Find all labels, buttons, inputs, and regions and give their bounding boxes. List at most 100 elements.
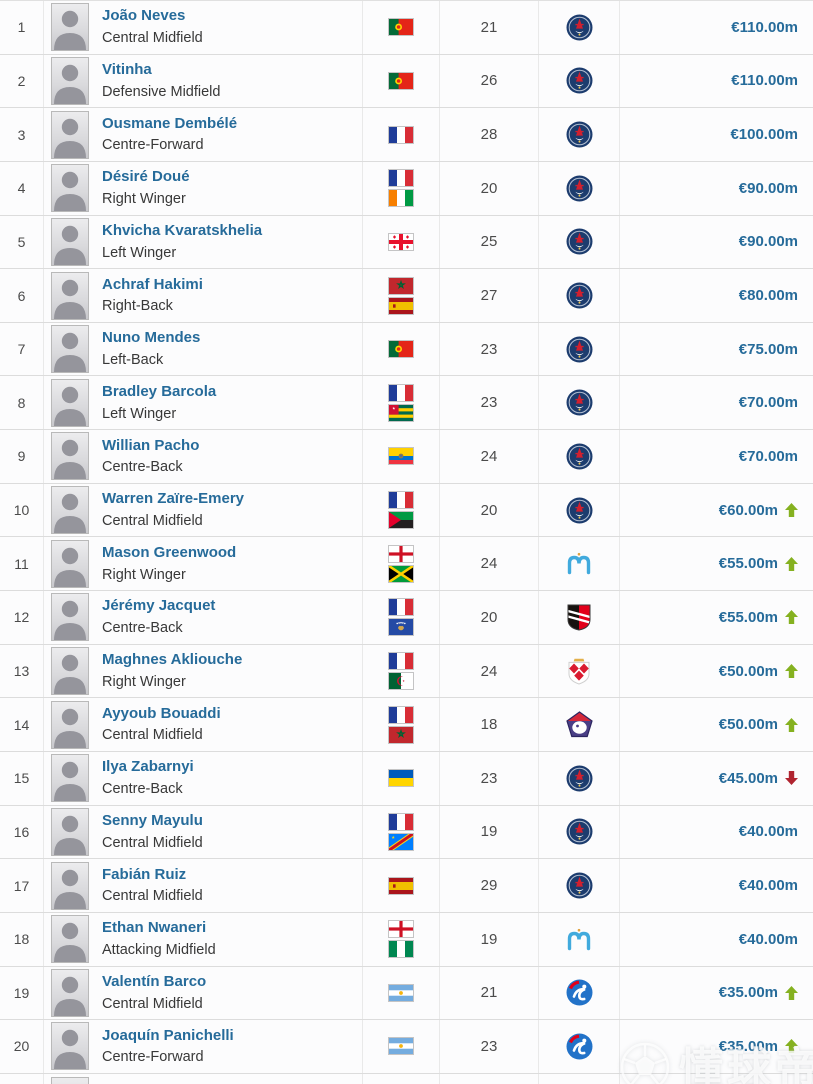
flag-martinique-icon <box>389 512 413 529</box>
player-photo[interactable] <box>51 754 89 803</box>
club-crest-paris-saint-germain-icon[interactable] <box>566 443 593 470</box>
market-value-link[interactable]: €40.00m <box>738 823 798 841</box>
club-cell <box>538 215 619 269</box>
player-photo[interactable] <box>51 486 89 535</box>
flag-portugal-icon <box>389 341 413 358</box>
club-crest-paris-saint-germain-icon[interactable] <box>566 175 593 202</box>
club-crest-paris-saint-germain-icon[interactable] <box>566 228 593 255</box>
market-value-link[interactable]: €100.00m <box>730 126 798 144</box>
player-name-link[interactable]: Ousmane Dembélé <box>102 114 238 132</box>
player-cell: Khvicha Kvaratskhelia Left Winger <box>43 215 362 269</box>
player-photo[interactable] <box>51 378 89 427</box>
player-name-link[interactable]: Joaquín Panichelli <box>102 1026 234 1044</box>
club-crest-paris-saint-germain-icon[interactable] <box>566 818 593 845</box>
nationality-cell <box>362 1020 439 1073</box>
club-crest-paris-saint-germain-icon[interactable] <box>566 389 593 416</box>
market-value-link[interactable]: €75.00m <box>738 340 798 358</box>
rank-cell: 11 <box>0 537 43 590</box>
club-cell <box>538 1073 619 1084</box>
player-photo[interactable] <box>51 968 89 1017</box>
flag-algeria-icon <box>389 673 413 689</box>
market-value-link[interactable]: €40.00m <box>738 930 798 948</box>
age-cell: 20 <box>439 161 538 215</box>
player-name-link[interactable]: João Neves <box>102 7 186 25</box>
player-name-link[interactable]: Jérémy Jacquet <box>102 597 216 615</box>
flag-dr-congo-icon <box>389 833 413 850</box>
flag-france-icon <box>389 170 413 187</box>
player-name-link[interactable]: Bradley Barcola <box>102 382 217 400</box>
age-cell: 19 <box>439 912 538 966</box>
player-name-link[interactable]: Ayyoub Bouaddi <box>102 704 221 722</box>
player-photo[interactable] <box>51 539 89 588</box>
club-crest-olympique-marseille-icon[interactable] <box>564 550 594 577</box>
market-value-link[interactable]: €50.00m <box>718 716 778 734</box>
club-crest-rc-strasbourg-icon[interactable] <box>566 1033 593 1060</box>
player-photo[interactable] <box>51 807 89 856</box>
player-photo[interactable] <box>51 3 89 52</box>
club-crest-paris-saint-germain-icon[interactable] <box>566 14 593 41</box>
player-photo[interactable] <box>51 325 89 374</box>
market-value-link[interactable]: €35.00m <box>718 1037 778 1055</box>
player-name-link[interactable]: Fabián Ruiz <box>102 865 187 883</box>
rank-cell: 12 <box>0 591 43 644</box>
market-value-link[interactable]: €80.00m <box>738 287 798 305</box>
club-crest-olympique-marseille-icon[interactable] <box>564 926 594 953</box>
player-name-link[interactable]: Vitinha <box>102 61 152 79</box>
age-cell: 28 <box>439 108 538 161</box>
club-crest-paris-saint-germain-icon[interactable] <box>566 121 593 148</box>
market-value-link[interactable]: €60.00m <box>718 501 778 519</box>
market-value-link[interactable]: €55.00m <box>718 608 778 626</box>
player-photo[interactable] <box>51 1076 89 1084</box>
club-crest-paris-saint-germain-icon[interactable] <box>566 765 593 792</box>
player-photo[interactable] <box>51 593 89 642</box>
market-value-link[interactable]: €110.00m <box>731 18 798 36</box>
player-photo[interactable] <box>51 271 89 320</box>
player-photo[interactable] <box>51 432 89 481</box>
player-name-link[interactable]: Valentín Barco <box>102 972 207 990</box>
player-photo[interactable] <box>51 861 89 910</box>
player-photo[interactable] <box>51 164 89 213</box>
market-value-link[interactable]: €70.00m <box>738 394 798 412</box>
club-crest-paris-saint-germain-icon[interactable] <box>566 497 593 524</box>
club-crest-paris-saint-germain-icon[interactable] <box>566 872 593 899</box>
market-value-link[interactable]: €55.00m <box>718 555 778 573</box>
market-value-link[interactable]: €70.00m <box>738 447 798 465</box>
market-value-link[interactable]: €35.00m <box>718 984 778 1002</box>
player-photo[interactable] <box>51 647 89 695</box>
player-name-link[interactable]: Senny Mayulu <box>102 811 203 829</box>
player-name-link[interactable]: Warren Zaïre-Emery <box>102 490 245 508</box>
player-name-link[interactable]: Achraf Hakimi <box>102 275 203 293</box>
player-photo[interactable] <box>51 1022 89 1071</box>
club-crest-as-monaco-icon[interactable] <box>568 658 590 685</box>
club-crest-paris-saint-germain-icon[interactable] <box>566 336 593 363</box>
age-value: 23 <box>480 769 498 787</box>
club-crest-rc-strasbourg-icon[interactable] <box>566 979 593 1006</box>
player-name-link[interactable]: Khvicha Kvaratskhelia <box>102 221 263 239</box>
market-value-link[interactable]: €50.00m <box>718 662 778 680</box>
player-name-link[interactable]: Willian Pacho <box>102 436 200 454</box>
player-name-link[interactable]: Nuno Mendes <box>102 329 201 347</box>
player-cell: Ayyoub Bouaddi Central Midfield <box>43 698 362 751</box>
market-value-link[interactable]: €90.00m <box>738 179 798 197</box>
player-photo[interactable] <box>51 56 89 105</box>
player-name-link[interactable]: Mason Greenwood <box>102 543 237 561</box>
player-photo[interactable] <box>51 700 89 749</box>
club-crest-losc-lille-icon[interactable] <box>565 711 593 738</box>
player-photo[interactable] <box>51 915 89 964</box>
age-value: 20 <box>480 179 498 197</box>
club-crest-paris-saint-germain-icon[interactable] <box>566 282 593 309</box>
player-cell <box>43 1073 362 1084</box>
market-value-link[interactable]: €110.00m <box>731 72 798 90</box>
club-crest-stade-rennais-icon[interactable] <box>567 604 591 631</box>
player-photo[interactable] <box>51 110 89 159</box>
club-crest-paris-saint-germain-icon[interactable] <box>566 67 593 94</box>
player-name-link[interactable]: Désiré Doué <box>102 168 190 186</box>
player-name-link[interactable]: Ilya Zabarnyi <box>102 758 194 776</box>
market-value-link[interactable]: €90.00m <box>738 233 798 251</box>
player-name-link[interactable]: Ethan Nwaneri <box>102 919 207 937</box>
player-photo[interactable] <box>51 217 89 266</box>
market-value-link[interactable]: €40.00m <box>738 877 798 895</box>
player-name-link[interactable]: Maghnes Akliouche <box>102 651 243 669</box>
market-value-link[interactable]: €45.00m <box>718 769 778 787</box>
rank-number: 7 <box>17 341 26 358</box>
